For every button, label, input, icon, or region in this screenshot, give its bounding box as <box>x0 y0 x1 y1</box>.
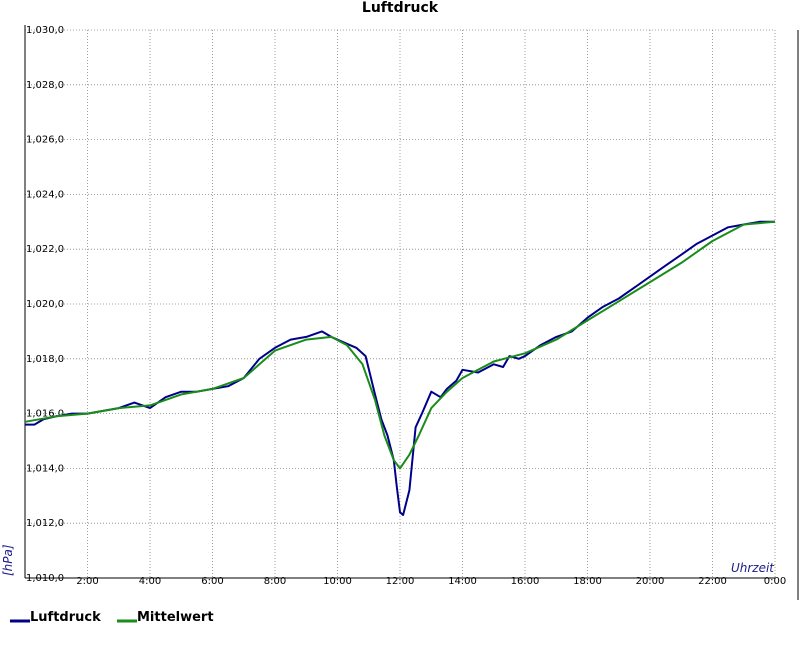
x-tick-label: 2:00 <box>76 576 98 587</box>
x-tick-label: 4:00 <box>139 576 161 587</box>
y-tick-label: 1,024,0 <box>26 189 64 200</box>
x-tick-label: 20:00 <box>636 576 665 587</box>
y-tick-label: 1,030,0 <box>26 25 64 36</box>
x-tick-label: 22:00 <box>698 576 727 587</box>
y-axis-label: [hPa] <box>1 544 15 576</box>
x-tick-label: 16:00 <box>511 576 540 587</box>
y-tick-label: 1,016,0 <box>26 409 64 420</box>
legend-label: Luftdruck <box>30 610 101 625</box>
y-tick-label: 1,014,0 <box>26 463 64 474</box>
y-tick-label: 1,012,0 <box>26 518 64 529</box>
tick-labels: 1,010,0 1,012,0 1,014,0 1,016,0 1,018,0 1,020… <box>26 25 786 587</box>
y-tick-label: 1,028,0 <box>26 80 64 91</box>
y-tick-label: 1,026,0 <box>26 135 64 146</box>
y-tick-label: 1,018,0 <box>26 354 64 365</box>
x-axis-label: Uhrzeit <box>731 561 775 575</box>
legend-label: Mittelwert <box>137 610 214 625</box>
series-lines <box>24 220 776 516</box>
y-tick-label: 1,022,0 <box>26 244 64 255</box>
x-tick-label: 8:00 <box>264 576 286 587</box>
series-line-mittelwert <box>24 220 776 470</box>
x-tick-label: 6:00 <box>201 576 223 587</box>
x-tick-label: 12:00 <box>386 576 415 587</box>
x-tick-label: 10:00 <box>323 576 352 587</box>
x-tick-label: 14:00 <box>448 576 477 587</box>
legend: Luftdruck Mittelwert <box>10 610 214 625</box>
chart-title: Luftdruck <box>362 0 439 16</box>
x-tick-label: 18:00 <box>573 576 602 587</box>
y-tick-label: 1,020,0 <box>26 299 64 310</box>
grid <box>24 25 799 600</box>
y-tick-label: 1,010,0 <box>26 573 64 584</box>
x-tick-label: 0:00 <box>764 576 786 587</box>
series-line-luftdruck <box>25 220 775 516</box>
